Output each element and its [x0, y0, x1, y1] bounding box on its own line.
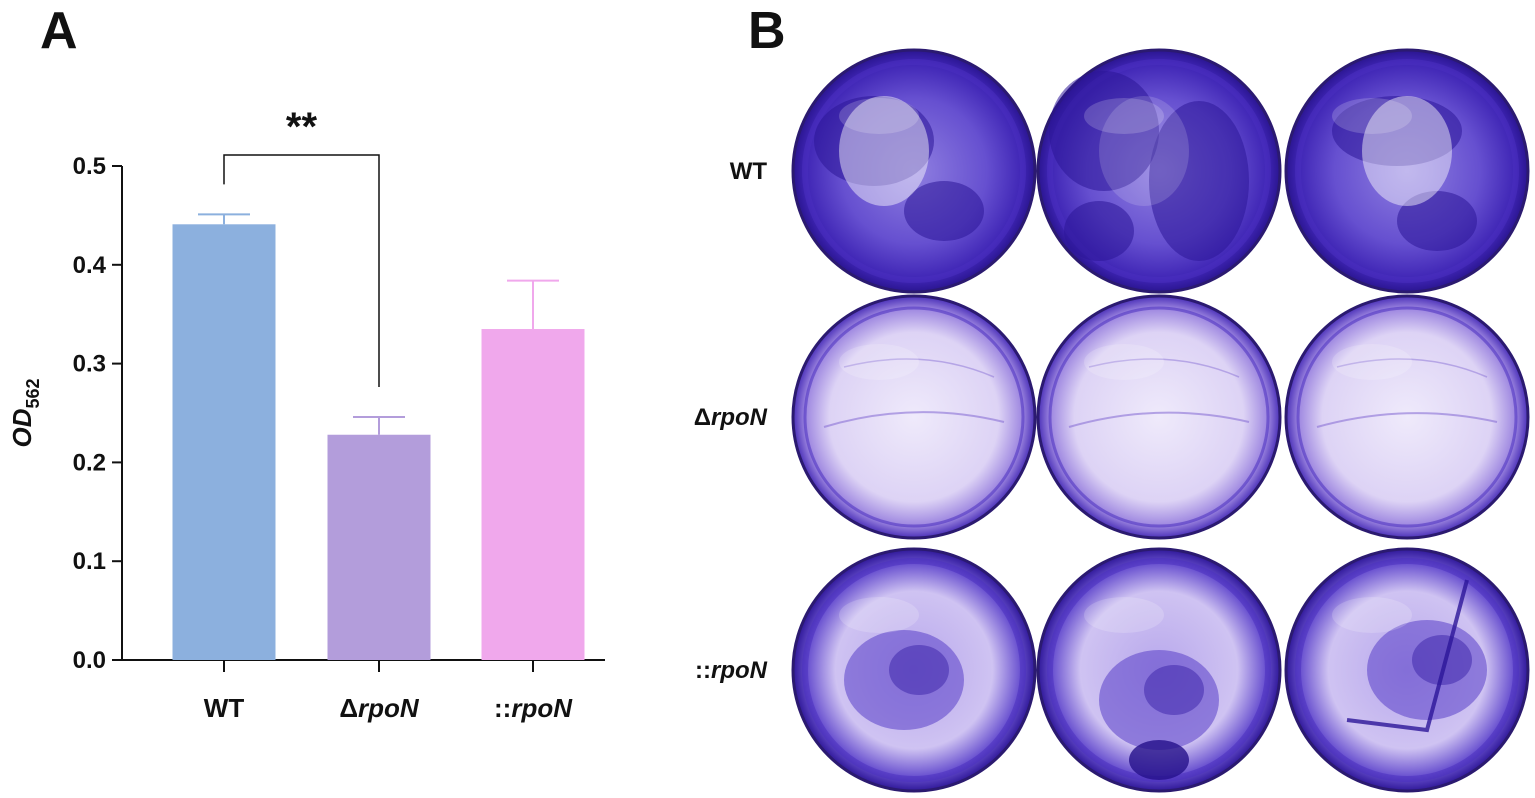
significance-bracket [223, 154, 380, 387]
clear-region [839, 96, 929, 206]
plate-row-label-prefix: :: [695, 657, 711, 684]
well [1036, 547, 1282, 793]
well-disc [791, 294, 1037, 540]
x-tick-label-text: rpoN [511, 693, 573, 723]
stain-patch [904, 181, 984, 241]
stain-streak [1316, 412, 1498, 428]
y-tick-label: 0.1 [73, 548, 106, 575]
well-rim-stain [1047, 59, 1271, 283]
stain-patch [1397, 191, 1477, 251]
stain-patch [1412, 635, 1472, 685]
well-highlight [1332, 597, 1412, 633]
well-highlight [839, 597, 919, 633]
plate-row-label-text: rpoN [711, 657, 768, 684]
well [1036, 294, 1282, 540]
bar [327, 434, 431, 660]
y-axis-label-subscript: 562 [23, 378, 43, 408]
y-tick-label: 0.5 [73, 153, 106, 180]
well-highlight [1332, 344, 1412, 380]
well-rim-stain [1295, 59, 1519, 283]
stain-patch [1129, 740, 1189, 780]
stain-streak [1088, 358, 1240, 378]
clear-region [1362, 96, 1452, 206]
x-tick-label-text: rpoN [358, 693, 420, 723]
y-axis-label-main: OD [7, 408, 37, 447]
well-rim-stain [803, 306, 1025, 528]
y-tick-label: 0.3 [73, 351, 106, 378]
well-disc [1284, 294, 1530, 540]
x-tick-label-prefix: :: [494, 693, 511, 723]
plate-row-label: ::rpoN [695, 657, 768, 684]
stain-streak [1068, 411, 1250, 428]
well-highlight [1084, 344, 1164, 380]
well-highlight [839, 98, 919, 134]
y-tick-label: 0.0 [73, 647, 106, 674]
stain-patch [1149, 101, 1249, 261]
x-tick-label: ::rpoN [494, 693, 573, 723]
well-rim-stain [1048, 306, 1270, 528]
y-tick-label: 0.4 [73, 252, 107, 279]
well [1036, 48, 1282, 294]
plate-row-label: WT [730, 158, 768, 185]
well [1284, 294, 1530, 540]
panel-b-label: B [748, 2, 786, 60]
x-tick-label-prefix: Δ [339, 693, 358, 723]
stain-streak [843, 358, 995, 378]
well-highlight [1332, 98, 1412, 134]
x-tick-label: WT [204, 693, 245, 723]
stain-streak [1346, 579, 1469, 733]
well-highlight [1084, 597, 1164, 633]
clear-region [1099, 96, 1189, 206]
well [1284, 547, 1530, 793]
well-highlight [1084, 98, 1164, 134]
y-tick-label: 0.2 [73, 449, 106, 476]
stain-streak [1336, 358, 1488, 378]
stain-patch [814, 96, 934, 186]
well [791, 294, 1037, 540]
stain-streak [823, 411, 1005, 428]
well-highlight [839, 344, 919, 380]
plate-row-label: ΔrpoN [694, 404, 768, 431]
well-rim-stain [1295, 558, 1519, 782]
stain-patch [1144, 665, 1204, 715]
stain-patch [889, 645, 949, 695]
well [791, 547, 1037, 793]
well [1284, 48, 1530, 294]
panel-a-label: A [40, 2, 78, 60]
plate-row-label-prefix: Δ [694, 404, 711, 431]
well-rim-stain [802, 59, 1026, 283]
x-tick-label: ΔrpoN [339, 693, 420, 723]
well-rim-stain [802, 558, 1026, 782]
bar [172, 224, 276, 661]
stain-patch [1049, 71, 1159, 191]
y-axis-label: OD562 [7, 378, 43, 447]
stain-patch [1332, 96, 1462, 166]
well-rim-stain [1296, 306, 1518, 528]
bar [481, 329, 585, 660]
stain-patch [1064, 201, 1134, 261]
well-disc [1036, 294, 1282, 540]
x-tick-label-text: WT [204, 693, 245, 723]
well [791, 48, 1037, 294]
significance-label: ** [286, 105, 318, 149]
plate-row-label-text: rpoN [711, 404, 768, 431]
plate-row-label-text: WT [730, 158, 768, 185]
